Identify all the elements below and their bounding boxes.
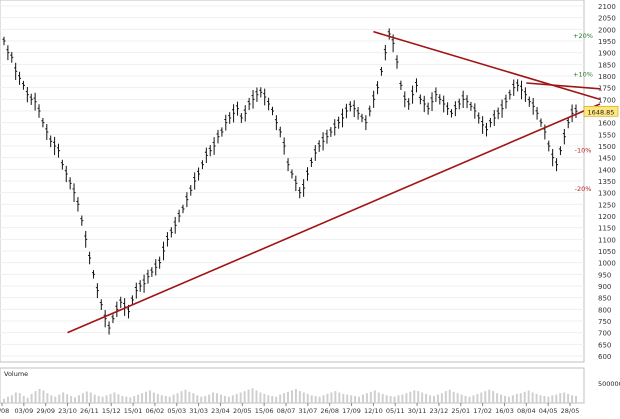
x-tick-label: 29/09	[36, 407, 55, 415]
y-tick-label: 1450	[598, 155, 616, 163]
x-tick-label: 31/03	[189, 407, 208, 415]
y-tick-label: 1100	[598, 236, 616, 244]
x-tick-label: 30/11	[408, 407, 427, 415]
x-tick-label: 08/04	[517, 407, 536, 415]
level-label: -10%	[575, 147, 592, 155]
x-tick-label: 04/05	[539, 407, 558, 415]
y-tick-label: 2100	[598, 3, 616, 11]
level-label: -20%	[575, 185, 592, 193]
y-tick-label: 2050	[598, 15, 616, 23]
x-tick-label: 15/12	[102, 407, 121, 415]
y-tick-label: 1150	[598, 225, 616, 233]
volume-axis-label: 500000000	[598, 380, 620, 388]
x-tick-label: 08/07	[277, 407, 296, 415]
y-tick-label: 750	[598, 318, 611, 326]
last-price-label: 1648.85	[588, 108, 615, 116]
y-tick-label: 1550	[598, 131, 616, 139]
y-tick-label: 1800	[598, 73, 616, 81]
x-tick-label: 05/03	[167, 407, 186, 415]
y-tick-label: 900	[598, 283, 611, 291]
x-tick-label: 28/05	[561, 407, 580, 415]
x-tick-label: 20/05	[233, 407, 252, 415]
trendline	[373, 30, 601, 101]
x-tick-label: 26/08	[320, 407, 339, 415]
x-tick-label: 31/07	[298, 407, 317, 415]
y-tick-label: 700	[598, 330, 611, 338]
y-tick-label: 1400	[598, 166, 616, 174]
x-tick-label: 03/09	[14, 407, 33, 415]
y-tick-label: 1750	[598, 85, 616, 93]
y-tick-label: 800	[598, 306, 611, 314]
volume-title: Volume	[4, 370, 28, 378]
y-tick-label: 1000	[598, 260, 616, 268]
x-tick-label: 17/02	[473, 407, 492, 415]
x-tick-label: 06/02	[146, 407, 165, 415]
y-tick-label: 1300	[598, 190, 616, 198]
x-tick-label: 23/12	[430, 407, 449, 415]
y-tick-label: 1700	[598, 96, 616, 104]
y-tick-label: 1200	[598, 213, 616, 221]
x-tick-label: 16/03	[495, 407, 514, 415]
x-tick-label: 25/01	[451, 407, 470, 415]
y-tick-label: 1600	[598, 120, 616, 128]
y-tick-label: 1050	[598, 248, 616, 256]
x-tick-label: 26/11	[80, 407, 99, 415]
level-label: +10%	[573, 71, 593, 79]
y-tick-label: 1350	[598, 178, 616, 186]
x-tick-label: 12/10	[364, 407, 383, 415]
y-tick-label: 1500	[598, 143, 616, 151]
trendline	[526, 82, 601, 90]
x-tick-label: 23/10	[58, 407, 77, 415]
x-tick-label: 15/06	[255, 407, 274, 415]
x-tick-label: 05/11	[386, 407, 405, 415]
y-tick-label: 1950	[598, 38, 616, 46]
x-tick-label: 17/09	[342, 407, 361, 415]
x-tick-label: 23/04	[211, 407, 230, 415]
y-tick-label: 650	[598, 341, 611, 349]
y-tick-label: 600	[598, 353, 611, 361]
x-tick-label: 15/01	[124, 407, 143, 415]
last-price-box	[583, 105, 619, 117]
level-label: +20%	[573, 32, 593, 40]
y-tick-label: 2000	[598, 26, 616, 34]
trendline	[67, 103, 601, 334]
y-tick-label: 850	[598, 295, 611, 303]
y-tick-label: 1250	[598, 201, 616, 209]
y-tick-label: 950	[598, 271, 611, 279]
y-tick-label: 1850	[598, 61, 616, 69]
y-tick-label: 1900	[598, 50, 616, 58]
x-tick-label: 8/08	[0, 407, 9, 415]
